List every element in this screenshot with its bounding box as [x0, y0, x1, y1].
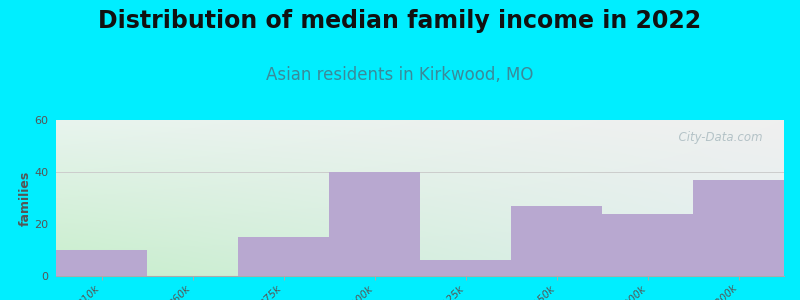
Bar	[420, 260, 511, 276]
Text: Distribution of median family income in 2022: Distribution of median family income in …	[98, 9, 702, 33]
Bar	[693, 180, 784, 276]
Y-axis label: families: families	[18, 170, 31, 226]
Bar	[56, 250, 147, 276]
Text: City-Data.com: City-Data.com	[670, 131, 762, 144]
Bar	[511, 206, 602, 276]
Bar	[602, 214, 693, 276]
Text: Asian residents in Kirkwood, MO: Asian residents in Kirkwood, MO	[266, 66, 534, 84]
Bar	[329, 172, 420, 276]
Bar	[238, 237, 329, 276]
